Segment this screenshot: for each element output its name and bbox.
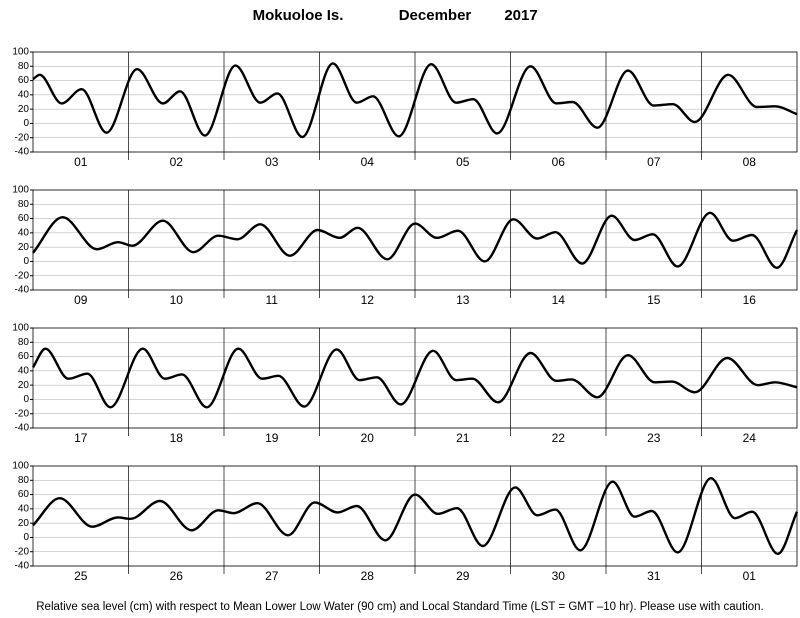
- day-label: 12: [361, 293, 375, 307]
- y-tick-label: 40: [18, 365, 30, 376]
- y-tick-label: 100: [12, 461, 29, 472]
- y-tick-label: 0: [23, 118, 29, 129]
- y-tick-label: 60: [18, 75, 30, 86]
- day-label: 10: [170, 293, 184, 307]
- y-tick-label: 100: [12, 323, 29, 334]
- tide-line: [32, 211, 799, 270]
- day-label: 07: [647, 155, 661, 169]
- y-tick-label: 80: [18, 337, 30, 348]
- y-tick-label: 100: [12, 47, 29, 58]
- day-label: 26: [170, 569, 184, 583]
- y-tick-label: 20: [18, 104, 30, 115]
- y-tick-label: -40: [15, 423, 30, 434]
- day-label: 20: [361, 431, 375, 445]
- day-label: 04: [361, 155, 375, 169]
- y-tick-label: -20: [15, 270, 30, 281]
- day-label: 19: [265, 431, 279, 445]
- y-tick-label: 40: [18, 89, 30, 100]
- y-tick-label: 40: [18, 227, 30, 238]
- y-tick-label: 20: [18, 242, 30, 253]
- day-label: 30: [552, 569, 566, 583]
- plot-frame: [32, 51, 798, 153]
- title-year: 2017: [504, 7, 537, 24]
- y-tick-label: 100: [12, 185, 29, 196]
- day-label: 25: [74, 569, 88, 583]
- day-label: 27: [265, 569, 279, 583]
- day-label: 06: [552, 155, 566, 169]
- day-label: 02: [170, 155, 184, 169]
- day-label: 03: [265, 155, 279, 169]
- y-tick-label: 60: [18, 351, 30, 362]
- tide-line: [31, 347, 798, 409]
- day-label: 16: [743, 293, 757, 307]
- plot-frame: [32, 327, 798, 429]
- y-tick-label: 0: [23, 532, 29, 543]
- day-label: 09: [74, 293, 88, 307]
- day-label: 05: [456, 155, 470, 169]
- day-label: 01: [743, 569, 757, 583]
- tide-line: [32, 476, 799, 556]
- y-tick-label: -20: [15, 546, 30, 557]
- y-tick-label: 80: [18, 199, 30, 210]
- day-label: 28: [361, 569, 375, 583]
- y-tick-label: 80: [18, 61, 30, 72]
- y-tick-label: 80: [18, 475, 30, 486]
- y-tick-label: -40: [15, 285, 30, 296]
- y-tick-label: -20: [15, 408, 30, 419]
- day-label: 13: [456, 293, 470, 307]
- tide-line: [32, 62, 798, 139]
- day-label: 21: [456, 431, 470, 445]
- y-tick-label: 0: [23, 394, 29, 405]
- y-tick-label: 40: [18, 503, 30, 514]
- day-label: 24: [743, 431, 757, 445]
- day-label: 31: [647, 569, 661, 583]
- day-label: 17: [74, 431, 88, 445]
- day-label: 08: [743, 155, 757, 169]
- title-location: Mokuoloe Is.: [253, 7, 344, 24]
- y-tick-label: -40: [15, 147, 30, 158]
- title-month: December: [399, 7, 472, 24]
- y-tick-label: -20: [15, 132, 30, 143]
- y-tick-label: 20: [18, 518, 30, 529]
- plot-frame: [32, 189, 798, 291]
- day-label: 29: [456, 569, 470, 583]
- day-label: 22: [552, 431, 566, 445]
- plot-frame: [32, 465, 798, 567]
- y-tick-label: 0: [23, 256, 29, 267]
- y-tick-label: 20: [18, 380, 30, 391]
- footer-note: Relative sea level (cm) with respect to …: [36, 601, 763, 613]
- y-tick-label: 60: [18, 489, 30, 500]
- y-tick-label: -40: [15, 561, 30, 572]
- day-label: 11: [266, 293, 279, 307]
- y-tick-label: 60: [18, 213, 30, 224]
- day-label: 23: [647, 431, 661, 445]
- day-label: 01: [74, 155, 88, 169]
- day-label: 15: [647, 293, 661, 307]
- day-label: 14: [552, 293, 566, 307]
- day-label: 18: [170, 431, 184, 445]
